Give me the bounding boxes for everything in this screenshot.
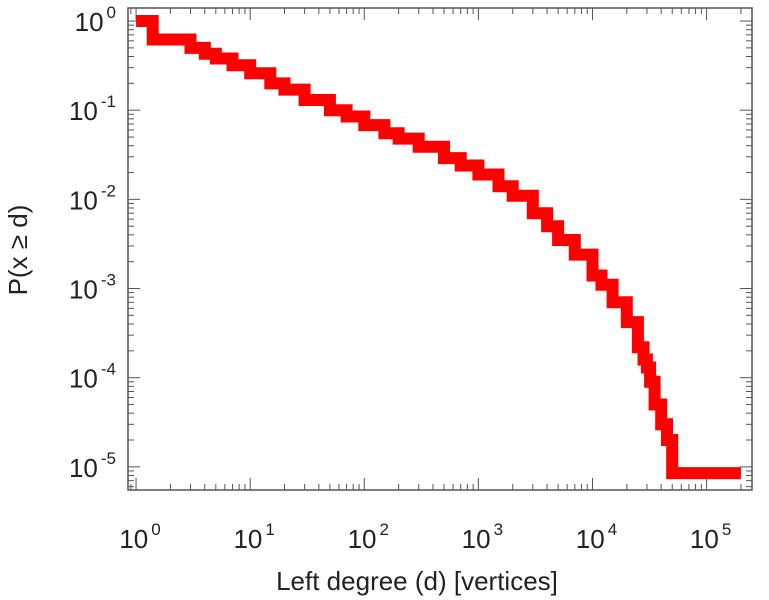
x-tick-label: 10 0 (119, 520, 160, 554)
minor-ticks (128, 8, 752, 490)
plot-frame (127, 7, 753, 491)
major-ticks (128, 8, 752, 490)
x-tick-label: 10 5 (690, 520, 731, 554)
tick-label-exponent: -3 (101, 271, 116, 290)
series-layer (136, 15, 741, 480)
tick-label-exponent: 2 (379, 520, 388, 539)
y-tick-label: 10 -5 (69, 449, 116, 483)
tick-label-exponent: -2 (101, 181, 116, 200)
tick-label-base: 10 (69, 185, 98, 215)
y-axis-title: P(x ≥ d) (3, 205, 33, 296)
x-tick-label: 10 2 (348, 520, 389, 554)
tick-label-exponent: 3 (494, 520, 503, 539)
y-tick-label: 10 -2 (69, 181, 116, 215)
tick-label-base: 10 (69, 275, 98, 305)
tick-label-base: 10 (462, 524, 491, 554)
tick-label-exponent: 5 (722, 520, 731, 539)
y-tick-label: 10 0 (75, 3, 116, 37)
tick-label-exponent: 0 (151, 520, 160, 539)
tick-label-exponent: 4 (608, 520, 617, 539)
tick-label-base: 10 (233, 524, 262, 554)
y-tick-label: 10 -3 (69, 271, 116, 305)
tick-label-base: 10 (69, 453, 98, 483)
tick-label-base: 10 (348, 524, 377, 554)
x-axis-title: Left degree (d) [vertices] (276, 566, 558, 596)
tick-label-base: 10 (690, 524, 719, 554)
y-tick-label: 10 -4 (69, 360, 116, 394)
tick-label-base: 10 (576, 524, 605, 554)
series-line (136, 15, 741, 480)
x-tick-labels: 10 0 10 1 10 2 10 3 10 4 10 5 (119, 520, 731, 554)
tick-label-base: 10 (119, 524, 148, 554)
x-tick-label: 10 1 (233, 520, 274, 554)
tick-label-base: 10 (69, 96, 98, 126)
tick-label-base: 10 (75, 7, 104, 37)
x-tick-label: 10 4 (576, 520, 617, 554)
tick-label-exponent: 0 (107, 3, 116, 22)
tick-label-exponent: 1 (265, 520, 274, 539)
tick-label-exponent: -1 (101, 92, 116, 111)
tick-label-base: 10 (69, 364, 98, 394)
y-tick-label: 10 -1 (69, 92, 116, 126)
tick-label-exponent: -5 (101, 449, 116, 468)
tick-label-exponent: -4 (101, 360, 116, 379)
x-tick-label: 10 3 (462, 520, 503, 554)
